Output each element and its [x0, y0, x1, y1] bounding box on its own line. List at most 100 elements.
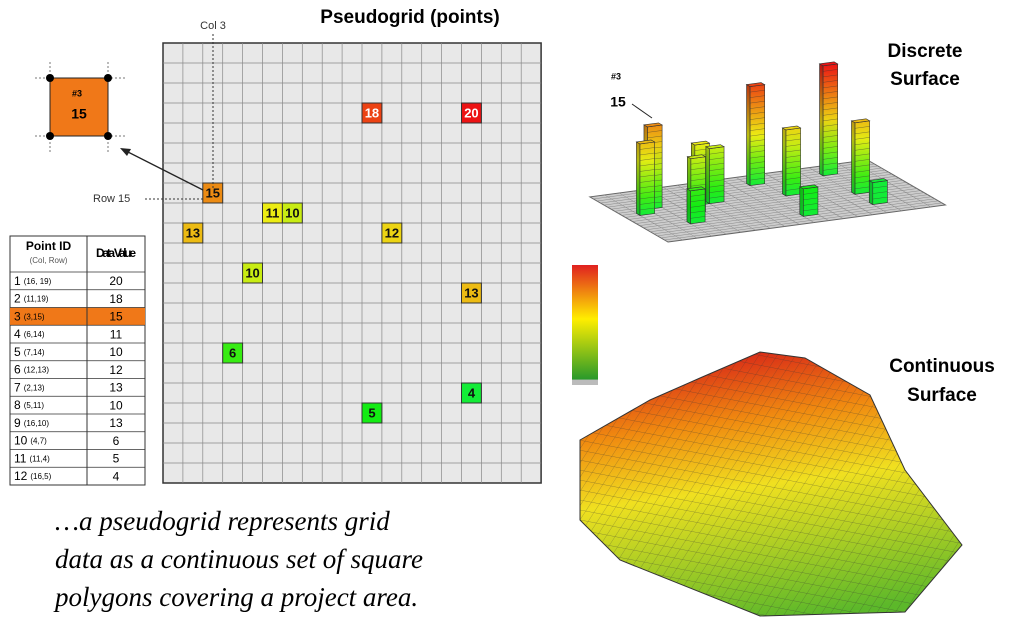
bar-segment [690, 162, 706, 165]
bar-segment [823, 140, 838, 143]
point-id: 5 [14, 345, 21, 359]
grid-point-label: 15 [206, 185, 220, 200]
point-id: 5 (7,14) [14, 345, 45, 359]
bar-segment [855, 164, 870, 167]
bar-segment [823, 102, 838, 105]
bar-front [803, 186, 819, 217]
point-value: 13 [109, 416, 123, 430]
point-id: 1 [14, 274, 21, 288]
row-label: Row 15 [93, 193, 130, 205]
continuous-title: Surface [907, 385, 977, 406]
point-coords: (7,14) [24, 348, 45, 357]
bar-segment [823, 85, 838, 88]
discrete-bar [798, 184, 819, 217]
point-value: 5 [113, 452, 120, 466]
continuous-surface [579, 351, 963, 617]
grid-point-label: 13 [464, 285, 478, 300]
grid-point [281, 202, 303, 224]
point-id: 12 (16,5) [14, 469, 52, 483]
point-coords: (16,10) [24, 419, 50, 428]
bar-segment [639, 163, 655, 167]
bar-top [704, 144, 725, 149]
bar-top [745, 82, 766, 87]
bar-segment [785, 188, 801, 191]
plane-line [664, 202, 942, 241]
point-id: 7 [14, 381, 21, 395]
bar-side [705, 146, 710, 205]
grid-point-label: 10 [245, 265, 259, 280]
bar-top [643, 122, 664, 128]
point-coords: (2,13) [24, 383, 45, 392]
bar-segment [855, 137, 870, 140]
bar-segment [785, 171, 801, 175]
point-table: Point ID (Col, Row) Data Value 1 (16, 19) 20 2… [9, 235, 146, 486]
bar-segment [750, 172, 765, 175]
point-value: 15 [109, 310, 123, 324]
table-header: Point ID [26, 239, 72, 253]
bar-segment [750, 101, 765, 104]
point-value: 6 [113, 434, 120, 448]
callout: #3 15 [35, 62, 204, 191]
bar-segment [823, 91, 838, 94]
bar-segment [709, 157, 725, 160]
grid-point [222, 342, 244, 364]
bar-segment [872, 196, 888, 200]
bar-top [686, 154, 707, 160]
bar-segment [855, 142, 870, 145]
bar-segment [750, 167, 765, 170]
discrete-title: Discrete [888, 41, 963, 62]
point-id: 3 [14, 310, 21, 324]
bar-segment [785, 133, 801, 136]
point-coords: (4,7) [30, 437, 47, 446]
bar-segment [750, 134, 765, 137]
bar-top [690, 140, 711, 146]
bar-segment [823, 129, 838, 132]
bar-segment [823, 74, 838, 77]
callout-value: 15 [71, 106, 87, 122]
grid-point-label: 13 [186, 225, 200, 240]
grid-point [381, 222, 403, 244]
bar-segment [690, 178, 706, 181]
bar-segment [785, 155, 801, 158]
bar-segment [823, 80, 838, 83]
bar-segment [823, 162, 838, 165]
discrete-id: #3 [611, 71, 621, 81]
bar-top [635, 139, 656, 145]
bar-segment [690, 216, 706, 219]
point-value: 13 [109, 381, 123, 395]
bar-segment [823, 151, 838, 154]
point-id: 12 [14, 469, 28, 483]
point-id: 8 (5,11) [14, 398, 44, 412]
grid-point-label: 6 [229, 345, 236, 360]
bar-segment [855, 170, 870, 173]
bar-segment [639, 158, 655, 161]
point-id: 6 [14, 363, 21, 377]
bar-segment [872, 191, 888, 194]
bar-segment [750, 139, 765, 142]
bar-segment [639, 202, 655, 205]
bar-top [850, 118, 871, 124]
discrete-bar [850, 118, 871, 195]
point-id: 9 (16,10) [14, 416, 49, 430]
bar-segment [855, 159, 870, 162]
bar-segment [855, 131, 870, 134]
point-value: 20 [109, 274, 123, 288]
bar-segment [639, 207, 655, 211]
bar-segment [639, 185, 655, 189]
grid-title: Pseudogrid (points) [320, 7, 499, 28]
color-ramp [572, 265, 598, 385]
discrete-surface [588, 61, 947, 243]
bar-segment [709, 163, 725, 166]
discrete-value: 15 [610, 94, 626, 110]
point-value: 11 [110, 327, 123, 341]
bar-segment [647, 135, 663, 139]
bar-segment [872, 185, 888, 189]
grid-point [461, 282, 482, 304]
bar-segment [639, 180, 655, 183]
bar-segment [709, 185, 725, 188]
bar-segment [785, 160, 801, 164]
point-value: 10 [109, 398, 123, 412]
bar-segment [639, 174, 655, 178]
bar-segment [750, 95, 765, 98]
